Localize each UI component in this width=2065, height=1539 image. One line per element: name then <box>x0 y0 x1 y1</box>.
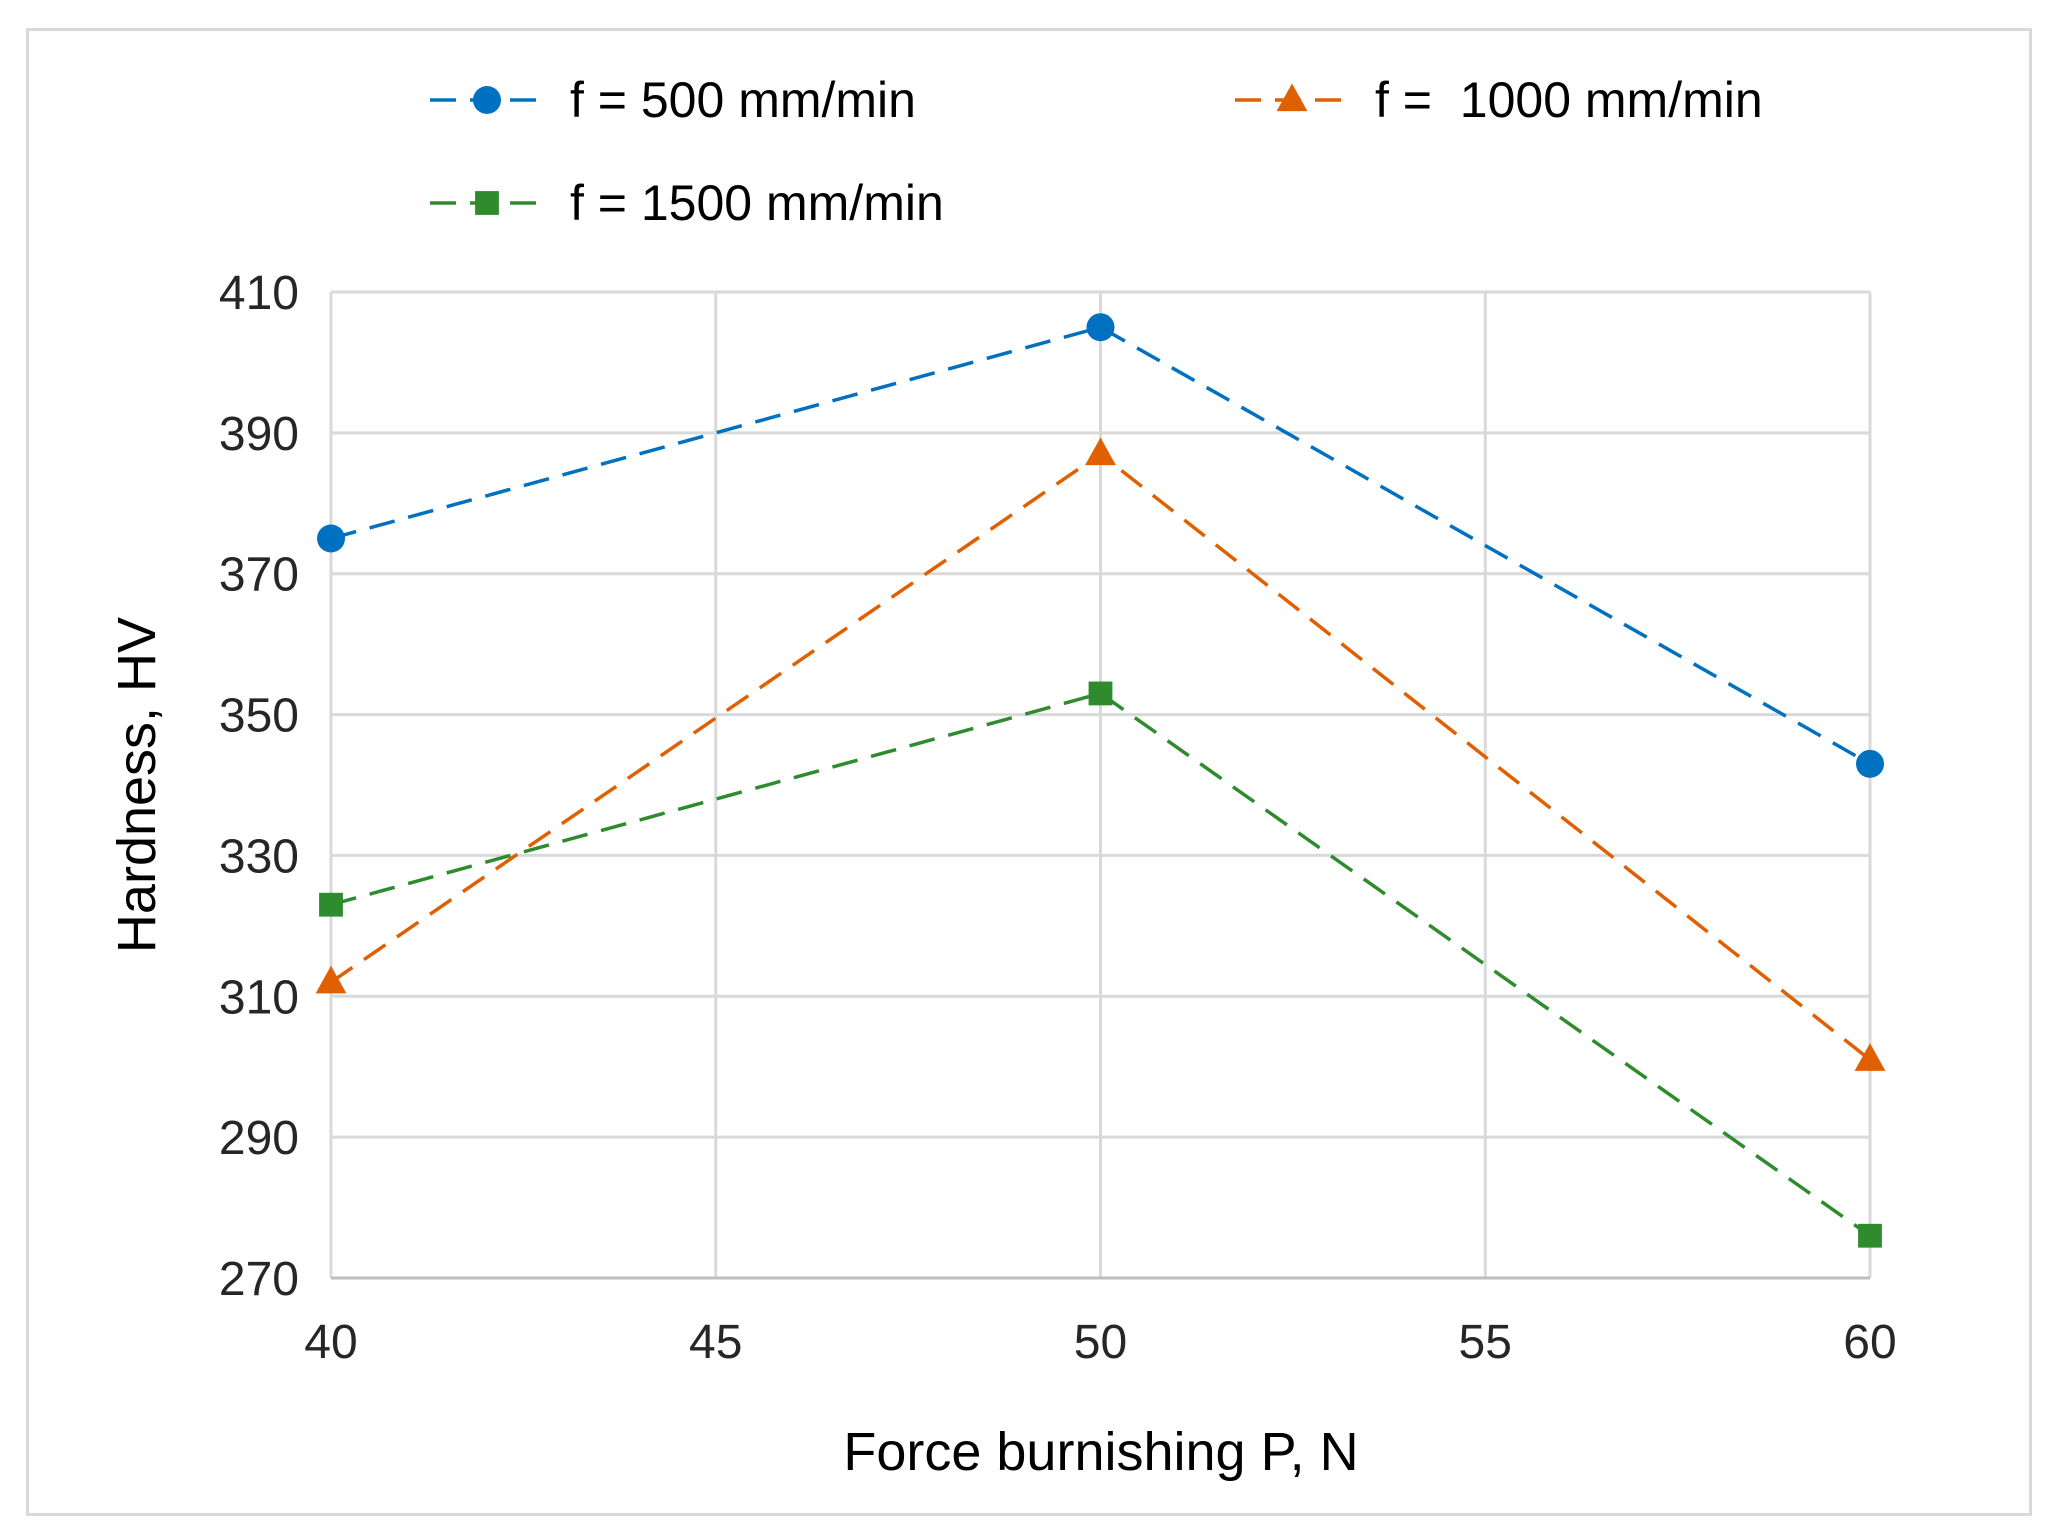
y-tick-label-290: 290 <box>219 1112 299 1165</box>
series-3-line <box>330 691 1872 1238</box>
x-tick-label-50: 50 <box>1074 1316 1127 1369</box>
series-1-point-50 <box>1086 313 1115 342</box>
x-tick-label-45: 45 <box>689 1316 742 1369</box>
legend-item-3-marker <box>475 191 499 215</box>
legend-item-2-marker <box>1276 83 1308 112</box>
axes: 270 290 310 330 350 370 390 410 40 45 50 55 60 <box>219 267 1897 1369</box>
y-tick-label-270: 270 <box>219 1253 299 1306</box>
x-tick-label-60: 60 <box>1843 1316 1896 1369</box>
x-tick-label-55: 55 <box>1459 1316 1512 1369</box>
y-axis-title: Hardness, HV <box>107 617 167 953</box>
series-1-point-40 <box>317 524 345 553</box>
series-3-point-60 <box>1858 1223 1882 1248</box>
series-3-point-40 <box>319 892 343 917</box>
legend-item-1-marker <box>473 86 501 114</box>
y-tick-label-390: 390 <box>219 408 299 461</box>
series-2-point-60 <box>1854 1043 1886 1071</box>
y-tick-label-350: 350 <box>219 690 299 743</box>
x-axis-title: Force burnishing P, N <box>843 1422 1358 1482</box>
legend-item-1-label: f = 500 mm/min <box>570 72 916 128</box>
legend-item-2-label: f = 1000 mm/min <box>1375 72 1763 128</box>
series-1-point-60 <box>1856 749 1884 778</box>
y-tick-label-410: 410 <box>219 267 299 320</box>
x-tick-label-40: 40 <box>304 1316 357 1369</box>
series-2-point-40 <box>315 965 347 994</box>
data-series <box>315 313 1886 1248</box>
chart-frame <box>26 28 2032 1516</box>
series-3-point-50 <box>1088 681 1113 706</box>
series-1-line <box>330 325 1871 766</box>
series-2-point-50 <box>1085 437 1116 466</box>
y-tick-label-310: 310 <box>219 971 299 1024</box>
y-tick-label-370: 370 <box>219 549 299 602</box>
legend: f = 500 mm/min f = 1000 mm/min f = 1500 mm… <box>430 72 1763 231</box>
legend-item-3-label: f = 1500 mm/min <box>570 175 944 231</box>
y-tick-label-330: 330 <box>219 830 299 883</box>
